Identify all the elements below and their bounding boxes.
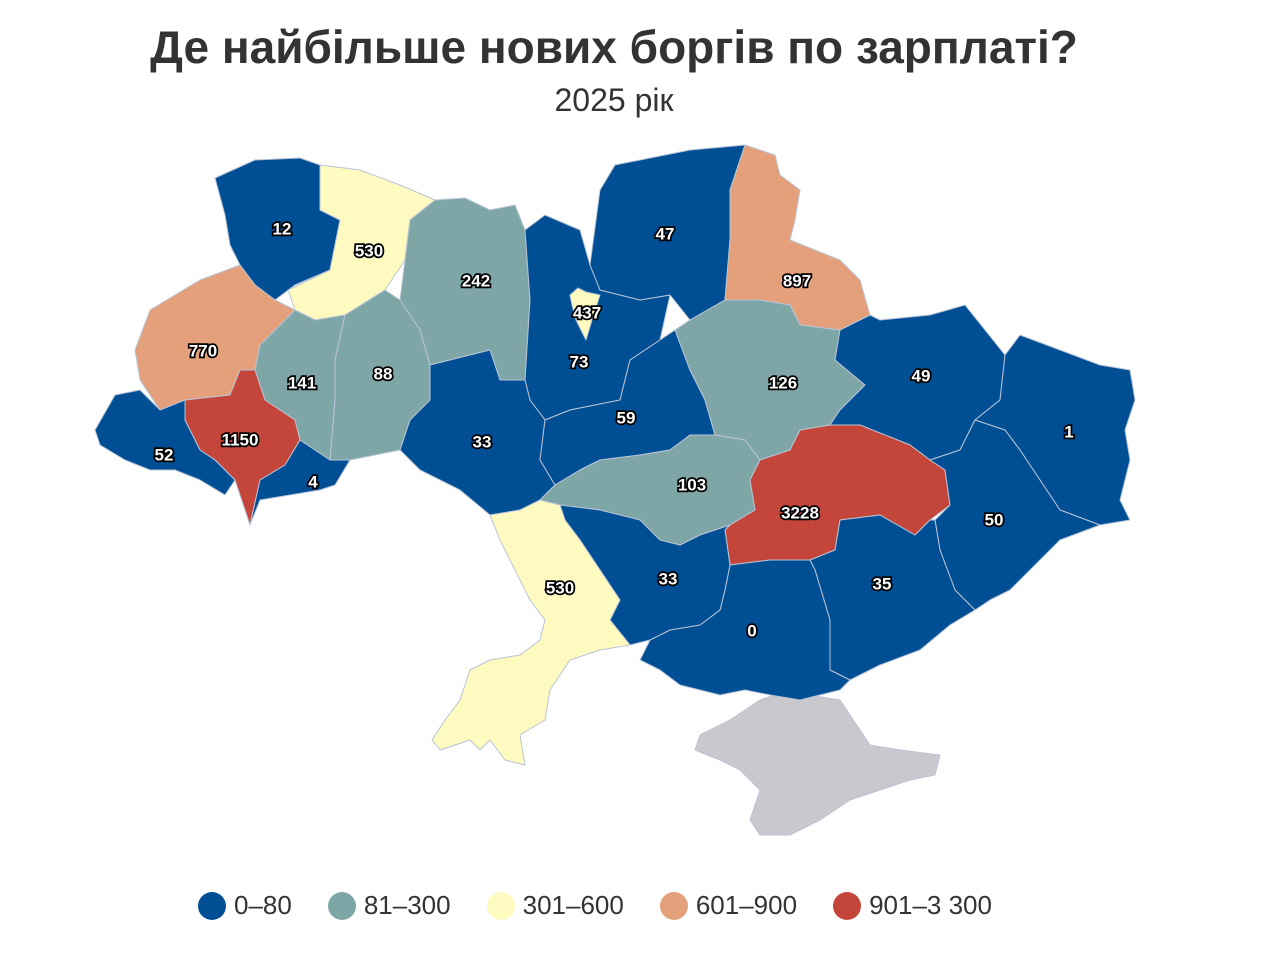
region-value-label: 0 xyxy=(747,621,756,640)
legend-item: 81–300 xyxy=(327,890,451,921)
region-value-label: 35 xyxy=(873,574,892,593)
region-value-label: 103 xyxy=(678,475,706,494)
legend-swatch-icon xyxy=(327,891,356,920)
legend-label: 901–3 300 xyxy=(869,890,992,920)
legend-label: 301–600 xyxy=(522,890,624,920)
region-value-label: 73 xyxy=(570,352,589,371)
legend-swatch-icon xyxy=(659,891,688,920)
region-value-label: 47 xyxy=(656,224,675,243)
map-subtitle: 2025 рік xyxy=(554,82,674,118)
region-value-label: 141 xyxy=(288,373,316,392)
legend-item: 301–600 xyxy=(486,890,624,921)
region-value-label: 770 xyxy=(189,341,217,360)
region-chernivtsi[interactable] xyxy=(249,439,351,526)
region-odesa[interactable] xyxy=(431,499,631,766)
region-value-label: 530 xyxy=(546,578,574,597)
region-value-label: 1 xyxy=(1064,422,1073,441)
region-value-label: 12 xyxy=(273,219,292,238)
region-value-label: 126 xyxy=(769,373,797,392)
legend-item: 601–900 xyxy=(659,890,798,921)
legend-item: 901–3 300 xyxy=(833,890,992,921)
region-value-label: 59 xyxy=(617,408,636,427)
region-value-label: 530 xyxy=(355,241,383,260)
region-volyn[interactable] xyxy=(214,157,341,301)
region-value-label: 88 xyxy=(374,364,393,383)
legend-item: 0–80 xyxy=(198,890,292,921)
region-value-label: 242 xyxy=(462,271,490,290)
map-title: Де найбільше нових боргів по зарплаті? xyxy=(150,21,1078,73)
legend-label: 601–900 xyxy=(695,890,798,920)
legend: 0–80 81–300 301–600 601–900 901–3 300 xyxy=(198,890,1028,921)
legend-label: 81–300 xyxy=(363,890,451,920)
legend-label: 0–80 xyxy=(234,890,292,920)
region-value-label: 3228 xyxy=(781,503,819,522)
region-value-label: 1150 xyxy=(222,430,259,449)
region-kyiv-city[interactable] xyxy=(569,287,601,341)
region-value-label: 52 xyxy=(155,445,174,464)
legend-swatch-icon xyxy=(833,891,862,920)
region-value-label: 897 xyxy=(783,271,811,290)
legend-swatch-icon xyxy=(198,891,226,920)
region-zakarpattia[interactable] xyxy=(94,389,236,496)
region-value-label: 33 xyxy=(659,569,678,588)
legend-swatch-icon xyxy=(486,891,515,920)
region-value-label: 50 xyxy=(985,510,1004,529)
region-value-label: 4 xyxy=(308,472,318,491)
region-value-label: 437 xyxy=(573,303,601,322)
region-value-label: 33 xyxy=(473,432,492,451)
region-value-label: 49 xyxy=(912,366,931,385)
region-crimea[interactable] xyxy=(694,689,941,836)
